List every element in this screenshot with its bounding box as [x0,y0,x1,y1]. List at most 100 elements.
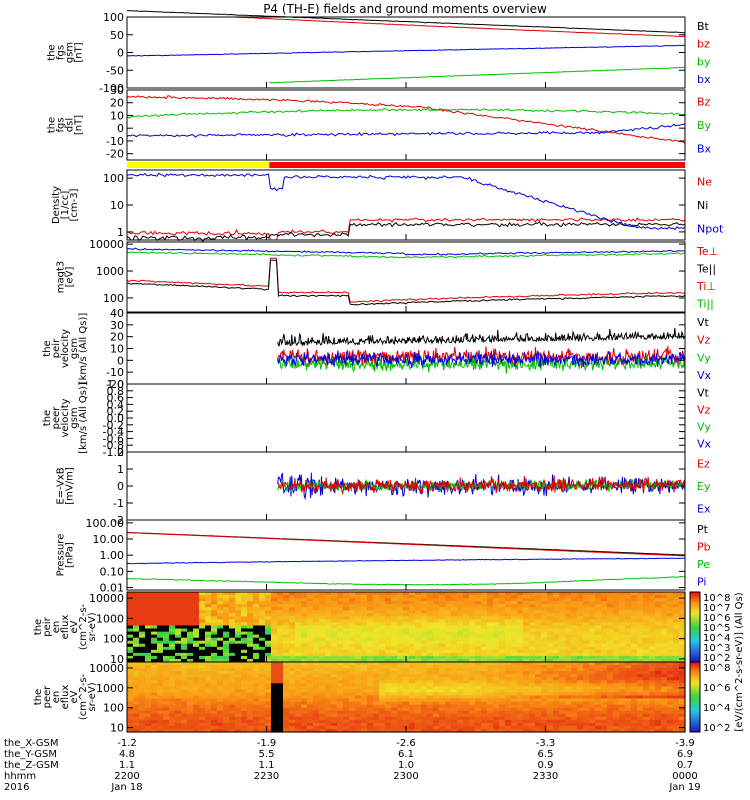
peer-spectrogram-cell [601,707,608,712]
peer-spectrogram-cell [439,704,446,709]
peir-spectrogram-cell [199,652,206,657]
y-tick-label: 100 [103,633,124,646]
peer-spectrogram-cell [673,719,680,724]
peir-spectrogram-cell [505,628,512,633]
peir-spectrogram-cell [445,601,452,605]
peir-spectrogram-cell [385,601,392,605]
peir-spectrogram-cell [271,643,278,648]
peer-spectrogram-cell [643,668,650,672]
peer-spectrogram-cell [391,729,398,733]
peer-spectrogram-cell [571,698,578,703]
peir-spectrogram-cell [403,604,410,608]
peir-spectrogram-cell [157,601,164,605]
peir-spectrogram-cell [223,625,230,630]
x-tick-x: -3.9 [675,738,695,749]
peir-spectrogram-cell [313,634,320,639]
peer-spectrogram-cell [373,725,380,730]
peir-spectrogram-cell [625,646,632,651]
peir-spectrogram-cell [253,628,260,633]
peer-spectrogram-cell [319,677,326,681]
peer-spectrogram-cell [265,713,272,718]
peir-spectrogram-cell [223,604,230,608]
peir-spectrogram-cell [331,598,338,602]
peir-spectrogram-cell [151,646,158,651]
peir-spectrogram-cell [439,643,446,648]
peer-spectrogram-cell [211,704,218,709]
peir-spectrogram-cell [187,659,194,663]
peir-spectrogram-cell [127,601,134,605]
peer-spectrogram-cell [637,729,644,733]
peer-spectrogram-cell [199,719,206,724]
peer-spectrogram-cell [319,701,326,706]
peer-spectrogram-cell [601,668,608,672]
peer-spectrogram-cell [361,671,368,675]
peir-spectrogram-cell [421,616,428,620]
peir-spectrogram-cell [583,625,590,630]
peir-spectrogram-cell [127,619,134,623]
peir-spectrogram-cell [433,595,440,599]
peer-spectrogram-cell [151,725,158,730]
peir-spectrogram-cell [223,637,230,642]
peir-spectrogram-cell [235,649,242,654]
peir-spectrogram-cell [175,601,182,605]
peir-spectrogram-cell [427,625,434,630]
peir-spectrogram-cell [235,613,242,617]
peir-spectrogram-cell [517,601,524,605]
peer-spectrogram-cell [265,725,272,730]
peer-spectrogram-cell [277,710,284,715]
peir-spectrogram-cell [511,640,518,645]
peer-spectrogram-cell [247,680,254,684]
peer-spectrogram-cell [481,665,488,669]
peir-spectrogram-cell [139,659,146,663]
y-axis-label: the [42,410,53,426]
colorbar-tick-label: 10^4 [703,703,730,714]
peer-spectrogram-cell [667,713,674,718]
peir-spectrogram-cell [127,607,134,611]
peir-spectrogram-cell [523,640,530,645]
peir-spectrogram-cell [145,613,152,617]
peer-spectrogram-cell [439,686,446,690]
peer-spectrogram-cell [499,707,506,712]
peir-spectrogram-cell [133,619,140,623]
peer-spectrogram-cell [133,674,140,678]
peir-spectrogram-cell [553,613,560,617]
peir-spectrogram-cell [541,628,548,633]
peer-spectrogram-cell [337,722,344,727]
peir-spectrogram-cell [667,619,674,623]
peir-spectrogram-cell [181,646,188,651]
colorbar-frame [689,661,701,733]
peir-spectrogram-cell [229,634,236,639]
peir-spectrogram-cell [133,640,140,645]
peer-spectrogram-cell [247,692,254,696]
peer-spectrogram-cell [271,704,278,709]
peir-spectrogram-cell [127,646,134,651]
peir-spectrogram-cell [289,601,296,605]
peir-spectrogram-cell [493,643,500,648]
peer-spectrogram-cell [319,722,326,727]
peir-spectrogram-cell [583,604,590,608]
peer-spectrogram-cell [583,677,590,681]
peir-spectrogram-cell [619,643,626,648]
peer-spectrogram-cell [469,722,476,727]
peir-spectrogram-cell [199,601,206,605]
peir-spectrogram-cell [169,604,176,608]
peer-spectrogram-cell [361,710,368,715]
peer-spectrogram-cell [427,692,434,696]
peer-spectrogram-cell [619,695,626,700]
colorbar-cell [690,697,700,700]
peer-spectrogram-cell [439,689,446,693]
peir-spectrogram-cell [637,643,644,648]
peir-spectrogram-cell [451,640,458,645]
peer-spectrogram-cell [601,677,608,681]
y-tick-label: 10 [110,109,124,122]
peer-spectrogram-cell [583,716,590,721]
peir-spectrogram-cell [505,649,512,654]
peir-spectrogram-cell [331,601,338,605]
peer-spectrogram-cell [511,695,518,700]
peer-spectrogram-cell [667,665,674,669]
peer-spectrogram-cell [223,677,230,681]
peir-spectrogram-cell [193,646,200,651]
y-axis-label: gsm [69,407,80,428]
peer-spectrogram-cell [325,707,332,712]
peer-spectrogram-cell [595,716,602,721]
